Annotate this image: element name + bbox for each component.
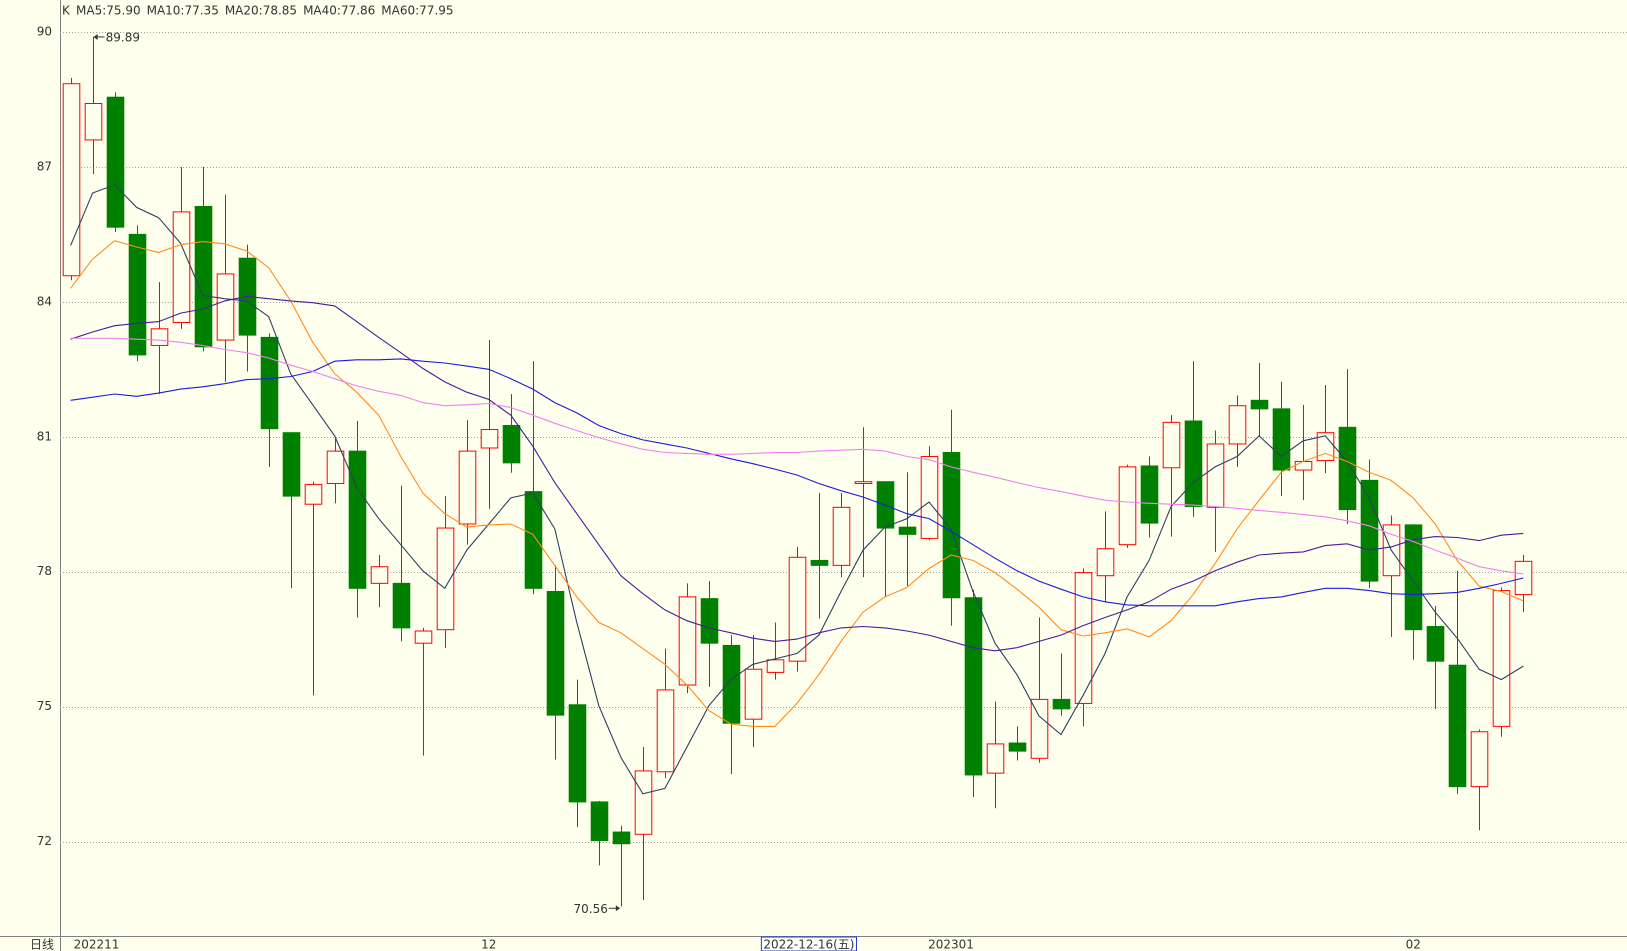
candle-body: [1250, 399, 1269, 410]
candle-body: [810, 559, 829, 566]
period-label: 日线: [30, 938, 54, 951]
legend-entry: MA60:77.95: [381, 4, 453, 18]
ma-line: [70, 295, 1524, 652]
candle-body: [216, 273, 235, 341]
candle-body: [1360, 479, 1379, 582]
candle-body: [1404, 524, 1423, 631]
low-arrow-head: [615, 905, 620, 912]
x-tick-label: 202301: [928, 938, 974, 951]
legend-entry: MA40:77.86: [303, 4, 375, 18]
legend-prefix: K: [62, 4, 71, 18]
candle-body: [1008, 742, 1027, 752]
high-label: 89.89: [106, 30, 140, 44]
candle-body: [568, 704, 587, 803]
candle-body: [172, 211, 191, 324]
candle-body: [964, 597, 983, 776]
y-tick-label: 87: [37, 159, 52, 173]
candle-body: [1030, 698, 1049, 759]
candle-body: [150, 328, 169, 346]
candle-body: [1052, 698, 1071, 710]
low-label: 70.56: [573, 902, 607, 916]
candle-body: [414, 630, 433, 644]
candle-body: [1272, 408, 1291, 471]
candle-body: [1162, 421, 1181, 469]
candle-body: [744, 668, 763, 720]
x-tick-label: 02: [1406, 938, 1421, 951]
ma-line: [70, 184, 1524, 795]
candle-body: [678, 596, 697, 686]
candle-body: [392, 582, 411, 629]
candle-body: [898, 526, 917, 535]
candle-body: [1140, 465, 1159, 524]
candle-body: [106, 96, 125, 228]
candle-body: [436, 527, 455, 631]
ma-line: [70, 337, 1524, 575]
legend-entry: MA5:75.90: [76, 4, 141, 18]
candle-body: [128, 233, 147, 356]
candle-body: [986, 743, 1005, 774]
candle-body: [1206, 443, 1225, 508]
candle-body: [282, 432, 301, 497]
candle-body: [304, 483, 323, 505]
candle-body: [832, 506, 851, 566]
candle-body: [1514, 560, 1533, 596]
candle-body: [1184, 420, 1203, 507]
candle-body: [502, 425, 521, 464]
candle-body: [1492, 590, 1511, 727]
candle-body: [1228, 405, 1247, 445]
cursor-label: 2022-12-16(五): [760, 936, 857, 951]
candle-body: [1096, 548, 1115, 577]
y-tick-label: 90: [37, 25, 52, 39]
candle-body: [1470, 731, 1489, 788]
candle-body: [854, 481, 873, 485]
candle-body: [1426, 626, 1445, 662]
candle-body: [656, 689, 675, 773]
candle-body: [766, 659, 785, 673]
candle-body: [458, 450, 477, 525]
candle-body: [612, 831, 631, 845]
candle-body: [1294, 460, 1313, 471]
legend-entry: MA10:77.35: [147, 4, 219, 18]
candle-body: [722, 644, 741, 724]
candle-body: [1074, 572, 1093, 704]
candle-body: [480, 429, 499, 449]
candle-body: [260, 336, 279, 430]
candle-body: [1448, 664, 1467, 788]
cursor-label-box: [760, 936, 857, 951]
candle-body: [194, 205, 213, 348]
candle-body: [788, 556, 807, 662]
cursor-label-text: 2022-12-16(五): [763, 938, 854, 951]
candle-body: [1118, 466, 1137, 546]
y-tick-label: 72: [37, 834, 52, 848]
y-tick-label: 78: [37, 564, 52, 578]
x-tick-label: 202211: [74, 938, 120, 951]
candle-body: [62, 83, 81, 277]
candle-body: [524, 491, 543, 589]
candle-body: [590, 801, 609, 842]
candle-body: [634, 770, 653, 835]
candle-body: [942, 451, 961, 599]
high-arrow-head: [93, 33, 98, 40]
candle-body: [920, 456, 939, 539]
y-tick-label: 75: [37, 699, 52, 713]
y-tick-label: 84: [37, 294, 52, 308]
y-tick-label: 81: [37, 429, 52, 443]
candle-body: [546, 590, 565, 716]
x-tick-label: 12: [481, 938, 496, 951]
candle-body: [84, 103, 103, 141]
candle-body: [1338, 426, 1357, 511]
candle-body: [700, 598, 719, 644]
ma-line: [70, 240, 1524, 727]
candle-body: [370, 566, 389, 584]
legend-entry: MA20:78.85: [225, 4, 297, 18]
candle-body: [348, 450, 367, 589]
candle-body: [326, 450, 345, 485]
